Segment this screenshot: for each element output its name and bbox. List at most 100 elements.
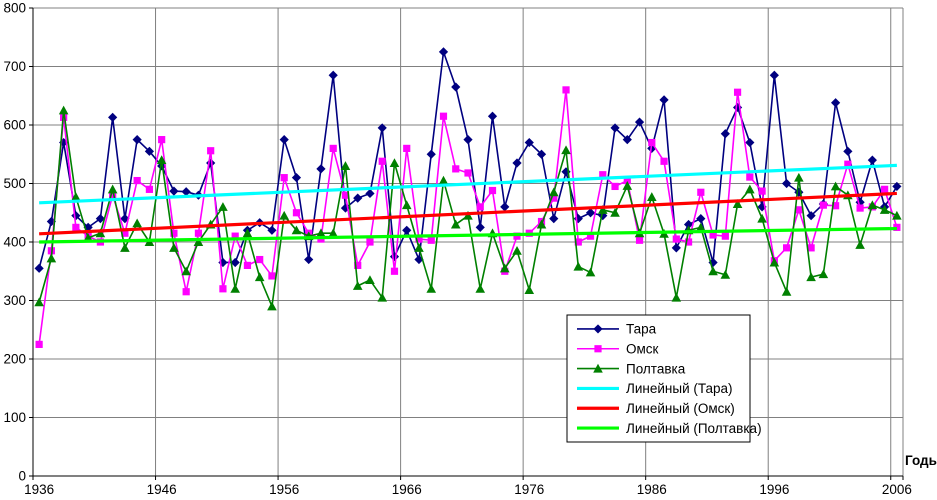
trend-line-Линейный (Тара) [39,163,897,205]
data-point-triangle [230,284,240,293]
data-point-diamond [659,95,669,105]
data-point-square [439,112,448,120]
data-point-triangle [892,210,902,220]
data-point-triangle [426,284,437,293]
data-point-triangle [156,155,167,165]
data-point-diamond [683,219,694,230]
data-point-triangle [593,363,603,373]
data-point-square [390,267,399,275]
data-point-triangle [757,213,767,223]
data-point-triangle [316,228,326,238]
data-point-diamond [304,254,314,265]
data-point-triangle [438,175,449,185]
data-point-diamond [500,202,510,212]
data-point-diamond [414,254,424,265]
data-point-square [194,229,203,237]
data-point-triangle [585,267,596,277]
data-point-square [758,187,766,195]
data-point-triangle [622,181,633,190]
x-axis-label: 1976 [514,482,544,497]
data-point-diamond [218,257,228,268]
data-point-diamond [487,111,498,121]
data-point-triangle [794,172,804,182]
data-point-square [243,261,252,269]
data-point-square [427,236,435,244]
data-point-square [170,229,178,237]
data-point-diamond [806,211,816,221]
y-axis-label: 100 [3,410,26,425]
data-point-diamond [634,117,645,127]
data-point-diamond [512,158,522,168]
data-point-triangle [340,161,351,170]
data-point-square [844,160,852,168]
data-point-triangle [879,205,890,214]
data-point-triangle [414,243,424,252]
data-point-triangle [401,200,412,210]
x-axis-label: 1946 [147,482,177,497]
data-point-triangle [352,281,363,290]
data-point-diamond [377,123,387,133]
data-point-triangle [561,145,571,155]
data-point-triangle [524,285,535,294]
x-axis-title: Годы [905,453,937,468]
data-point-square [158,136,166,144]
data-point-triangle [475,284,486,293]
data-point-square [733,88,742,96]
data-point-square [415,235,423,243]
data-point-triangle [781,286,792,296]
data-point-triangle [58,105,69,115]
data-point-square [832,202,840,210]
legend-box [566,314,751,443]
data-point-square [697,188,705,196]
data-point-triangle [671,292,682,302]
data-point-square [292,209,301,217]
x-axis-label: 1986 [637,482,667,497]
data-point-square [72,223,80,231]
data-point-triangle [573,261,584,271]
data-point-square [378,157,386,165]
data-point-triangle [818,269,829,279]
legend-label: Тара [626,322,657,337]
data-point-diamond [720,129,730,139]
data-point-triangle [389,158,400,168]
data-point-square [121,229,129,237]
legend-label: Линейный (Омск) [626,401,735,416]
data-point-square [109,191,117,199]
data-point-square [648,138,656,147]
data-point-triangle [120,243,130,252]
data-point-diamond [438,47,449,57]
trend-line-Линейный (Полтавка) [39,226,897,244]
data-point-square [133,176,141,185]
data-point-square [329,144,337,152]
y-axis-label: 700 [3,59,26,74]
data-point-diamond [402,225,412,235]
data-point-diamond [291,173,302,183]
data-point-triangle [708,266,718,276]
data-point-diamond [781,178,792,189]
x-axis-label: 1956 [269,482,299,497]
data-point-triangle [46,253,57,263]
data-point-triangle [696,222,706,232]
data-point-triangle [647,192,657,201]
data-point-square [145,185,154,193]
data-point-square [635,236,644,244]
x-axis-label: 1966 [392,482,422,497]
data-point-square [594,345,602,353]
data-point-square [660,157,668,165]
data-point-square [280,174,288,182]
legend-label: Линейный (Полтавка) [626,421,762,436]
data-point-diamond [132,135,142,145]
data-point-triangle [107,184,118,194]
data-point-square [893,223,901,231]
y-axis-label: 300 [3,293,26,308]
data-point-triangle [830,181,841,191]
data-point-diamond [593,324,603,334]
data-point-square [856,204,864,212]
data-point-diamond [34,263,44,273]
data-point-square [476,203,484,211]
data-point-diamond [732,102,743,113]
data-point-square [182,288,190,296]
data-point-diamond [108,112,118,122]
